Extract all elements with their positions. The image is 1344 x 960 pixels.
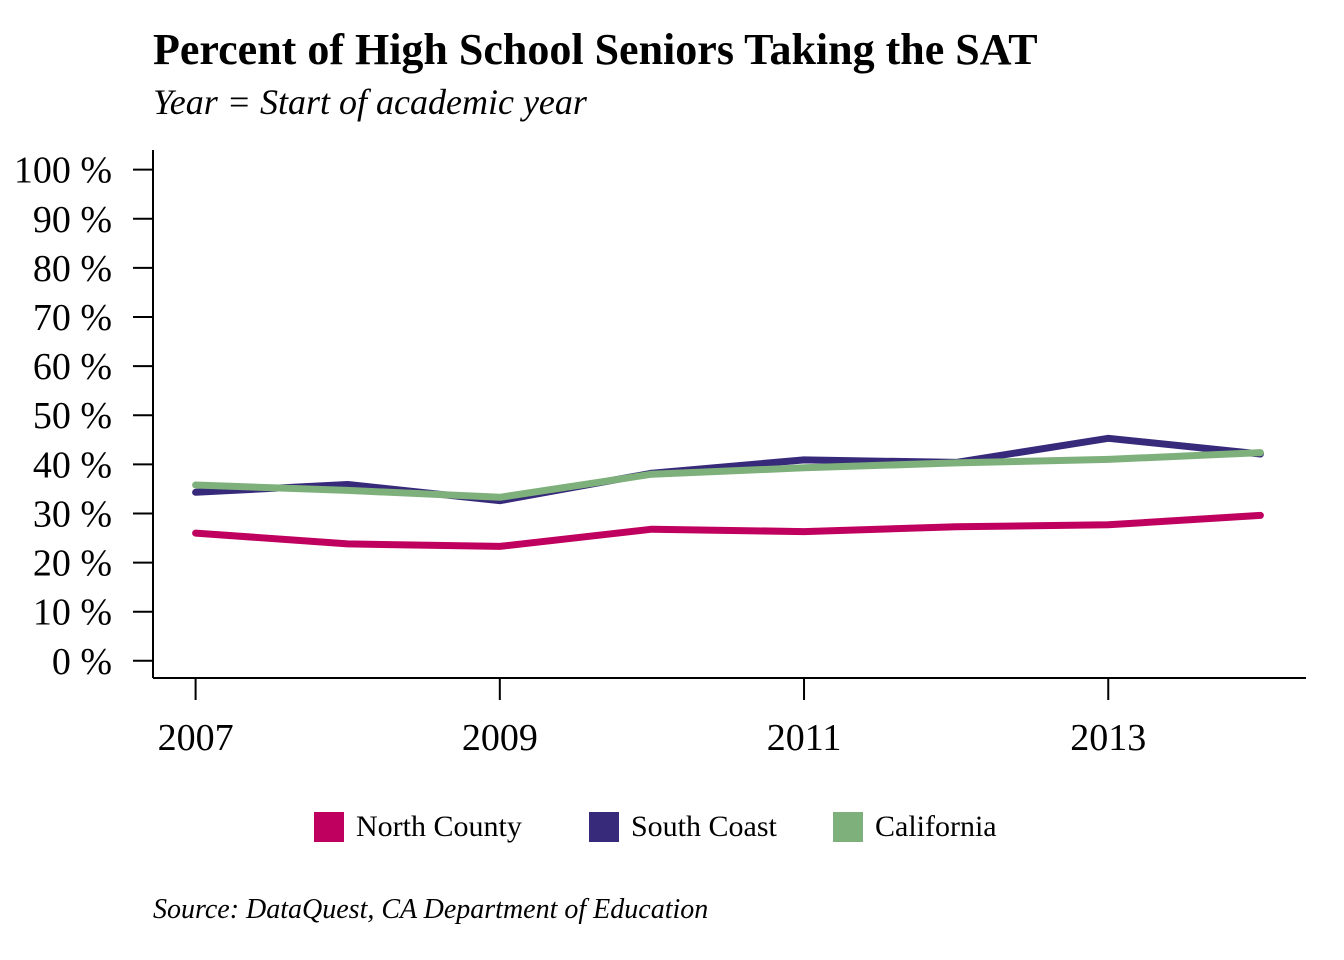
source-note: Source: DataQuest, CA Department of Educ…: [153, 894, 709, 925]
legend-swatch-california: [833, 812, 863, 842]
x-tick-label: 2013: [1070, 717, 1146, 759]
series-line-california: [192, 449, 1264, 501]
y-tick-label: 0 %: [52, 641, 112, 683]
y-tick-label: 50 %: [33, 395, 112, 437]
x-tick-label: 2009: [462, 717, 538, 759]
x-tick-label: 2007: [158, 717, 234, 759]
y-tick-label: 60 %: [33, 346, 112, 388]
legend-label-north-county: North County: [356, 810, 522, 843]
chart-subtitle: Year = Start of academic year: [153, 82, 587, 122]
y-tick-label: 90 %: [33, 199, 112, 241]
y-tick-label: 40 %: [33, 444, 112, 486]
axes: 0 % 10 % 20 % 30 % 40 % 50 % 60 % 70 % 80 % 90 % 1…: [14, 150, 1306, 759]
line-chart: 0 % 10 % 20 % 30 % 40 % 50 % 60 % 70 % 80 % 90 % 1…: [14, 150, 1306, 759]
legend-item-south-coast: South Coast: [589, 812, 777, 842]
legend-label-california: California: [875, 810, 997, 843]
series-line-south-coast: [192, 434, 1264, 505]
legend-swatch-north-county: [314, 812, 344, 842]
y-tick-label: 80 %: [33, 248, 112, 290]
y-tick-label: 20 %: [33, 543, 112, 585]
y-tick-label: 30 %: [33, 493, 112, 535]
y-tick-label: 70 %: [33, 297, 112, 339]
legend: North County South Coast California: [0, 812, 1344, 852]
chart-title: Percent of High School Seniors Taking th…: [153, 25, 1038, 74]
x-tick-label: 2011: [767, 717, 842, 759]
legend-swatch-south-coast: [589, 812, 619, 842]
legend-item-california: California: [833, 812, 997, 842]
legend-item-north-county: North County: [314, 812, 522, 842]
y-tick-label: 10 %: [33, 592, 112, 634]
series-line-north-county: [192, 511, 1264, 550]
legend-label-south-coast: South Coast: [631, 810, 777, 843]
y-tick-label: 100 %: [14, 150, 112, 192]
series-lines: [192, 434, 1264, 550]
